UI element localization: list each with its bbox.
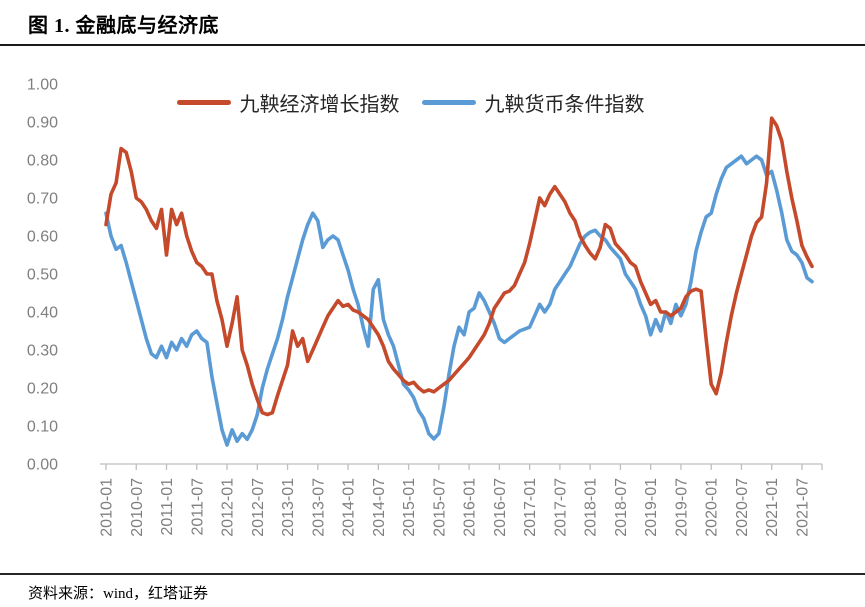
x-axis: [100, 463, 823, 470]
y-tick-label: 0.00: [27, 457, 58, 474]
x-tick-label: 2020-01: [704, 478, 721, 537]
title-divider: [0, 44, 865, 46]
y-tick-label: 0.80: [27, 153, 58, 170]
x-tick-label: 2013-07: [310, 478, 327, 537]
x-tick-label: 2021-07: [794, 478, 811, 537]
y-tick-label: 0.40: [27, 305, 58, 322]
y-axis-tick-labels: 0.00 0.10 0.20 0.30 0.40 0.50 0.60 0.70 0.80 0.90…: [27, 77, 58, 474]
y-tick-label: 1.00: [27, 77, 58, 94]
y-tick-label: 0.60: [27, 229, 58, 246]
x-tick-label: 2018-01: [583, 478, 600, 537]
chart-area: 0.00 0.10 0.20 0.30 0.40 0.50 0.60 0.70 0.80 0.90…: [0, 46, 865, 573]
x-axis-tick-labels: 2010-01 2010-07 2011-01 2011-07 2012-01 2012-…: [99, 478, 812, 537]
y-tick-label: 0.20: [27, 381, 58, 398]
x-tick-label: 2014-01: [341, 478, 358, 537]
x-tick-label: 2016-01: [462, 478, 479, 537]
x-tick-label: 2019-01: [643, 478, 660, 537]
x-tick-label: 2014-07: [371, 478, 388, 537]
x-tick-label: 2013-01: [280, 478, 297, 537]
x-tick-label: 2010-01: [99, 478, 116, 537]
x-tick-label: 2016-07: [492, 478, 509, 537]
chart-header: 图 1. 金融底与经济底: [0, 0, 865, 38]
x-tick-label: 2017-01: [522, 478, 539, 537]
x-tick-label: 2011-07: [189, 478, 206, 536]
x-tick-label: 2021-01: [764, 478, 781, 537]
y-tick-label: 0.70: [27, 191, 58, 208]
x-tick-label: 2012-07: [250, 478, 267, 537]
jiuyang-monetary-conditions-line: [104, 154, 814, 447]
y-tick-label: 0.50: [27, 267, 58, 284]
x-tick-label: 2020-07: [734, 478, 751, 537]
x-tick-label: 2015-01: [401, 478, 418, 537]
y-tick-label: 0.90: [27, 115, 58, 132]
x-tick-label: 2011-01: [159, 478, 176, 536]
x-tick-label: 2015-07: [431, 478, 448, 537]
x-tick-label: 2010-07: [129, 478, 146, 537]
jiuyang-economic-growth-line: [104, 116, 814, 417]
x-tick-label: 2012-01: [220, 478, 237, 537]
x-tick-label: 2017-07: [552, 478, 569, 537]
source-text: 资料来源：wind，红塔证券: [28, 586, 209, 602]
x-tick-label: 2019-07: [673, 478, 690, 537]
line-chart: 0.00 0.10 0.20 0.30 0.40 0.50 0.60 0.70 0.80 0.90…: [27, 77, 823, 537]
page-title: 图 1. 金融底与经济底: [28, 15, 219, 37]
y-tick-label: 0.30: [27, 343, 58, 360]
series-lines: [104, 116, 814, 447]
x-tick-label: 2018-07: [613, 478, 630, 537]
source-row: 资料来源：wind，红塔证券: [0, 573, 865, 603]
y-tick-label: 0.10: [27, 419, 58, 436]
